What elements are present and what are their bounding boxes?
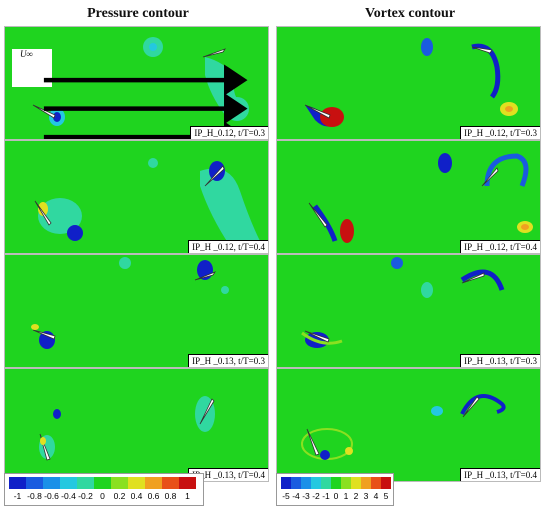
- vortex-legend: -5 -4 -3 -2 -1 0 1 2 3 4 5: [276, 473, 394, 506]
- legend-swatch: [145, 477, 162, 489]
- legend-tick-label: -0.6: [44, 491, 59, 501]
- legend-tick-label: 1: [185, 491, 190, 501]
- legend-tick-label: -2: [312, 491, 320, 501]
- pressure-title: Pressure contour: [87, 6, 189, 21]
- legend-swatch: [381, 477, 391, 489]
- panel-label: IP_H _0.12, t/T=0.4: [188, 240, 268, 253]
- panel-label: IP_H _0.12, t/T=0.4: [460, 240, 540, 253]
- legend-tick-label: 0: [333, 491, 339, 501]
- legend-swatch: [26, 477, 43, 489]
- legend-swatch: [361, 477, 371, 489]
- vortex-title: Vortex contour: [364, 6, 456, 21]
- legend-tick-label: 0.8: [164, 491, 177, 501]
- legend-tick-label: -3: [302, 491, 310, 501]
- pressure-panel-1: U∞ IP_H_0.12, t/T=0.3: [4, 26, 269, 140]
- panel-label: IP_H_0.12, t/T=0.3: [190, 126, 268, 139]
- legend-tick-label: -1: [13, 491, 22, 501]
- freestream-label: U∞: [20, 49, 33, 59]
- legend-swatch: [128, 477, 145, 489]
- panel-label: IP_H _0.13, t/T=0.3: [460, 354, 540, 367]
- legend-swatch: [351, 477, 361, 489]
- pressure-panel-4: IP_H _0.13, t/T=0.4: [4, 368, 269, 482]
- legend-swatch: [281, 477, 291, 489]
- legend-swatch: [311, 477, 321, 489]
- legend-swatch: [111, 477, 128, 489]
- freestream-indicator: U∞: [12, 49, 248, 139]
- pressure-legend: -1 -0.8 -0.6 -0.4 -0.2 0 0.2 0.4 0.6 0.8 1: [4, 473, 204, 506]
- panel-label: IP_H _0.13, t/T=0.3: [188, 354, 268, 367]
- legend-swatch: [371, 477, 381, 489]
- legend-tick-label: 3: [363, 491, 369, 501]
- legend-tick-label: 4: [373, 491, 379, 501]
- vortex-panel-2: IP_H _0.12, t/T=0.4: [276, 140, 541, 254]
- legend-swatch: [60, 477, 77, 489]
- legend-tick-label: 2: [353, 491, 359, 501]
- legend-tick-label: -0.4: [61, 491, 76, 501]
- legend-tick-label: 0.4: [130, 491, 143, 501]
- legend-tick-label: 5: [383, 491, 389, 501]
- legend-swatch: [43, 477, 60, 489]
- legend-swatch: [341, 477, 351, 489]
- panel-label: IP_H _0.13, t/T=0.4: [460, 468, 540, 481]
- panel-label: IP_H _0.12, t/T=0.3: [460, 126, 540, 139]
- legend-tick-label: 1: [343, 491, 349, 501]
- legend-swatch: [162, 477, 179, 489]
- legend-swatch: [94, 477, 111, 489]
- legend-tick-label: -1: [322, 491, 330, 501]
- pressure-panel-3: IP_H _0.13, t/T=0.3: [4, 254, 269, 368]
- legend-tick-label: 0.6: [147, 491, 160, 501]
- legend-tick-label: -5: [282, 491, 290, 501]
- legend-swatch: [301, 477, 311, 489]
- legend-tick-label: -4: [292, 491, 300, 501]
- legend-tick-label: 0: [100, 491, 105, 501]
- vortex-colorbar: [281, 477, 391, 489]
- legend-swatch: [9, 477, 26, 489]
- vortex-panel-4: IP_H _0.13, t/T=0.4: [276, 368, 541, 482]
- legend-tick-label: -0.2: [78, 491, 93, 501]
- vortex-panel-3: IP_H _0.13, t/T=0.3: [276, 254, 541, 368]
- pressure-colorbar: [9, 477, 196, 489]
- legend-swatch: [77, 477, 94, 489]
- legend-swatch: [291, 477, 301, 489]
- vortex-panel-1: IP_H _0.12, t/T=0.3: [276, 26, 541, 140]
- legend-swatch: [331, 477, 341, 489]
- pressure-panel-2: IP_H _0.12, t/T=0.4: [4, 140, 269, 254]
- legend-tick-label: 0.2: [113, 491, 126, 501]
- legend-swatch: [179, 477, 196, 489]
- legend-tick-label: -0.8: [27, 491, 42, 501]
- legend-swatch: [321, 477, 331, 489]
